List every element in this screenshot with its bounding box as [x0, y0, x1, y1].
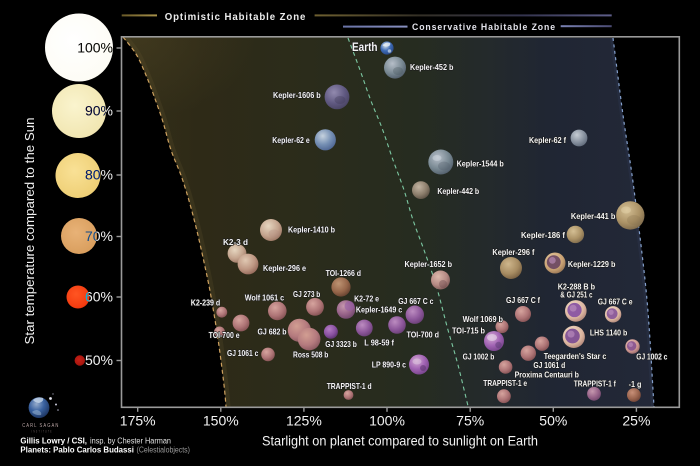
svg-text:Starlight on planet compared t: Starlight on planet compared to sunlight…: [262, 433, 538, 449]
svg-text:Kepler-62 e: Kepler-62 e: [272, 136, 310, 145]
svg-text:Kepler-62 f: Kepler-62 f: [529, 136, 566, 145]
svg-text:(Celestialobjects): (Celestialobjects): [137, 445, 191, 454]
svg-text:TRAPPIST-1 e: TRAPPIST-1 e: [483, 379, 527, 388]
svg-text:150%: 150%: [203, 413, 239, 429]
svg-text:25%: 25%: [622, 413, 650, 429]
svg-text:GJ 1002 c: GJ 1002 c: [636, 353, 667, 362]
svg-text:LP 890-9 c: LP 890-9 c: [372, 361, 407, 370]
svg-text:Proxima Centauri b: Proxima Centauri b: [515, 370, 579, 379]
svg-text:Optimistic Habitable Zone: Optimistic Habitable Zone: [165, 11, 307, 23]
svg-text:Star temperature compared to t: Star temperature compared to the Sun: [22, 118, 37, 345]
svg-text:TOI-700 d: TOI-700 d: [407, 331, 440, 340]
svg-text:Kepler-442 b: Kepler-442 b: [437, 187, 479, 196]
svg-text:Planets: Pablo Carlos Budassi: Planets: Pablo Carlos Budassi: [20, 445, 134, 454]
svg-text:Ross 508 b: Ross 508 b: [293, 350, 328, 359]
svg-text:Kepler-1606 b: Kepler-1606 b: [273, 91, 321, 100]
svg-text:TOI-715 b: TOI-715 b: [452, 327, 485, 336]
svg-text:TRAPPIST-1 f: TRAPPIST-1 f: [574, 379, 616, 388]
svg-text:GJ 3323 b: GJ 3323 b: [325, 340, 357, 349]
svg-text:90%: 90%: [85, 103, 113, 119]
svg-text:GJ 273 b: GJ 273 b: [293, 290, 320, 299]
svg-text:Kepler-296 e: Kepler-296 e: [263, 264, 306, 273]
svg-text:GJ 667 C c: GJ 667 C c: [398, 297, 434, 306]
svg-text:GJ 667 C f: GJ 667 C f: [506, 296, 540, 305]
svg-text:75%: 75%: [456, 413, 484, 429]
svg-text:Kepler-1649 c: Kepler-1649 c: [356, 305, 403, 314]
svg-text:K2-72 e: K2-72 e: [354, 295, 379, 304]
svg-text:LHS 1140 b: LHS 1140 b: [590, 328, 627, 337]
svg-text:K2-3 d: K2-3 d: [223, 238, 248, 247]
svg-text:GJ 667 C e: GJ 667 C e: [598, 297, 633, 306]
svg-text:Earth: Earth: [352, 42, 378, 54]
svg-text:Kepler-186 f: Kepler-186 f: [521, 231, 565, 240]
svg-text:Kepler-296 f: Kepler-296 f: [492, 248, 534, 257]
svg-text:GJ 1061 d: GJ 1061 d: [533, 361, 565, 370]
svg-text:80%: 80%: [85, 167, 113, 183]
svg-text:Kepler-1229 b: Kepler-1229 b: [568, 260, 616, 269]
svg-text:60%: 60%: [85, 289, 113, 305]
svg-text:50%: 50%: [539, 413, 567, 429]
svg-text:K2-239 d: K2-239 d: [191, 299, 220, 308]
svg-text:Conservative Habitable Zone: Conservative Habitable Zone: [412, 22, 556, 33]
svg-text:K2-288 B b: K2-288 B b: [558, 283, 595, 292]
svg-text:125%: 125%: [286, 413, 322, 429]
svg-text:175%: 175%: [120, 413, 156, 429]
svg-text:Wolf 1069 b: Wolf 1069 b: [463, 315, 503, 324]
svg-text:Kepler-441 b: Kepler-441 b: [571, 212, 616, 221]
svg-text:TOI-700 e: TOI-700 e: [209, 331, 240, 340]
svg-text:Kepler-1410 b: Kepler-1410 b: [288, 226, 335, 235]
svg-text:I N S T I T U T E: I N S T I T U T E: [32, 430, 52, 434]
svg-text:Gillis Lowry / CSI,: Gillis Lowry / CSI,: [20, 437, 87, 446]
svg-text:TOI-1266 d: TOI-1266 d: [326, 269, 361, 278]
svg-text:Teegarden's Star c: Teegarden's Star c: [544, 352, 607, 361]
svg-text:insp. by Chester Harman: insp. by Chester Harman: [90, 437, 171, 446]
svg-text:GJ 1061 c: GJ 1061 c: [227, 349, 259, 358]
svg-text:-1 g: -1 g: [629, 380, 642, 389]
svg-text:& GJ 251 c: & GJ 251 c: [560, 290, 593, 299]
svg-text:70%: 70%: [85, 228, 113, 244]
svg-text:Kepler-452 b: Kepler-452 b: [410, 63, 453, 72]
svg-text:Wolf 1061 c: Wolf 1061 c: [245, 293, 285, 302]
svg-text:GJ 682 b: GJ 682 b: [258, 328, 287, 337]
svg-text:CARL SAGAN: CARL SAGAN: [22, 423, 59, 429]
svg-text:100%: 100%: [77, 40, 113, 56]
svg-text:Kepler-1544 b: Kepler-1544 b: [457, 159, 504, 168]
svg-text:Kepler-1652 b: Kepler-1652 b: [405, 260, 453, 269]
svg-text:L 98-59 f: L 98-59 f: [364, 339, 394, 348]
svg-text:GJ 1002 b: GJ 1002 b: [463, 353, 495, 362]
svg-text:TRAPPIST-1 d: TRAPPIST-1 d: [327, 382, 372, 391]
svg-text:100%: 100%: [369, 413, 405, 429]
svg-text:50%: 50%: [85, 352, 113, 368]
